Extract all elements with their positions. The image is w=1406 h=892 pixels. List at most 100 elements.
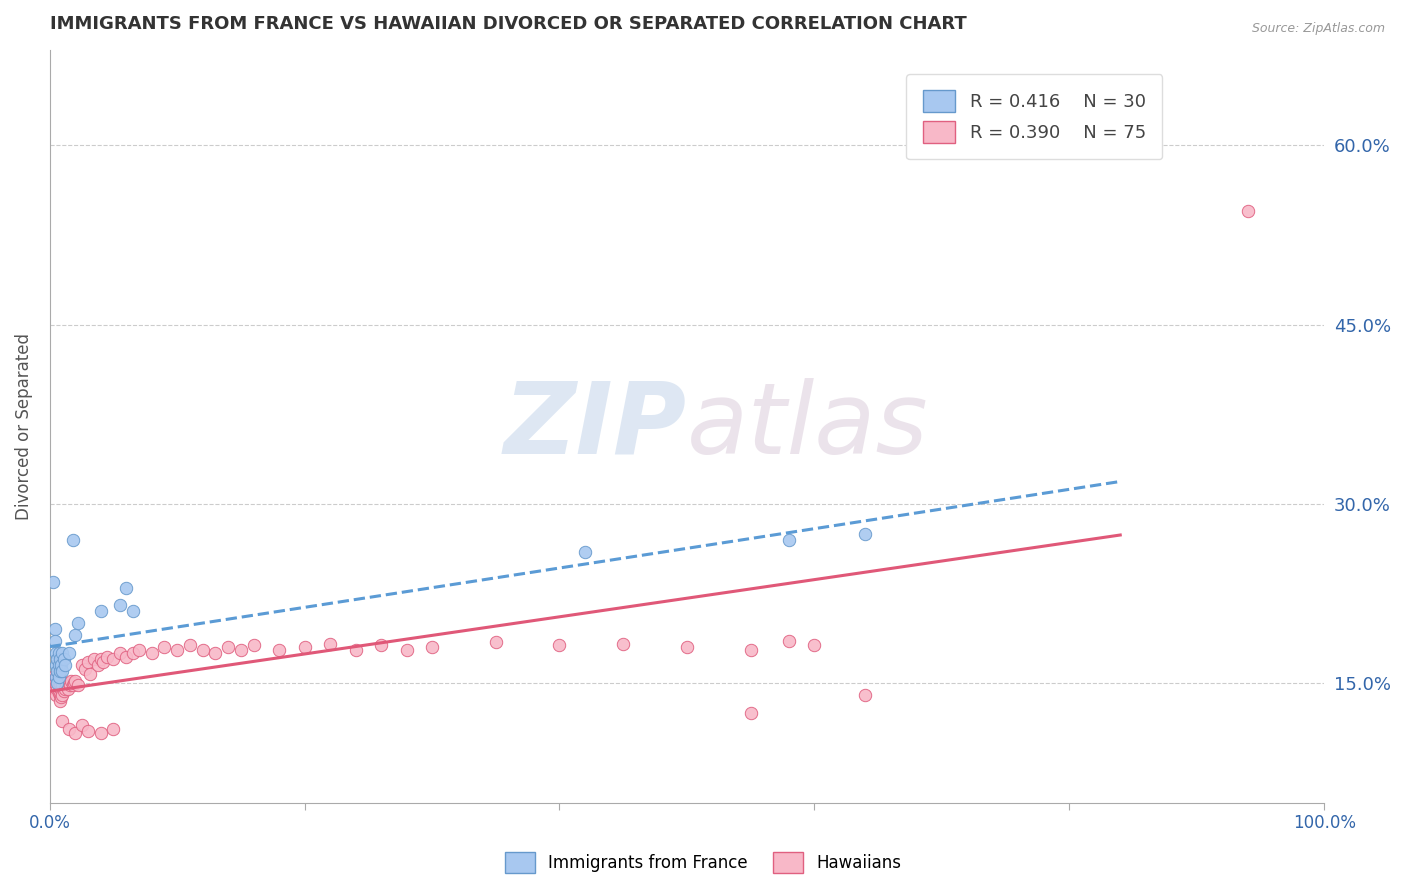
Point [51,646,73,660]
Point [803,638,825,652]
Point [55,676,77,690]
Point [370,638,392,652]
Legend: Immigrants from France, Hawaiians: Immigrants from France, Hawaiians [498,846,908,880]
Point [48,670,70,684]
Text: ZIP: ZIP [503,377,688,475]
Point [52,652,75,666]
Point [45,658,67,673]
Point [42,670,65,684]
Text: IMMIGRANTS FROM FRANCE VS HAWAIIAN DIVORCED OR SEPARATED CORRELATION CHART: IMMIGRANTS FROM FRANCE VS HAWAIIAN DIVOR… [49,15,966,33]
Legend: R = 0.416    N = 30, R = 0.390    N = 75: R = 0.416 N = 30, R = 0.390 N = 75 [907,74,1163,160]
Point [63,628,86,642]
Point [103,652,125,666]
Point [62,533,84,547]
Point [242,638,264,652]
Point [63,676,86,690]
Point [96,649,118,664]
Point [49,658,72,673]
Point [740,706,762,720]
Point [485,635,508,649]
Point [45,688,67,702]
Point [191,642,214,657]
Point [90,652,112,666]
Y-axis label: Divorced or Separated: Divorced or Separated [15,333,32,520]
Point [62,678,84,692]
Point [63,673,86,688]
Point [294,640,316,655]
Point [49,652,72,666]
Point [77,655,100,669]
Point [77,723,100,738]
Point [46,682,69,697]
Point [319,637,342,651]
Point [574,544,596,558]
Point [612,637,634,651]
Point [44,676,66,690]
Point [420,640,443,655]
Point [63,726,86,740]
Point [58,722,80,736]
Point [46,673,69,688]
Point [70,718,93,732]
Point [48,658,70,673]
Point [45,670,67,684]
Point [70,658,93,673]
Point [51,714,73,729]
Point [53,658,76,673]
Point [44,623,66,637]
Point [59,678,82,692]
Point [128,642,150,657]
Text: atlas: atlas [688,377,928,475]
Point [51,678,73,692]
Point [121,646,143,660]
Point [108,599,131,613]
Point [45,670,67,684]
Point [153,640,176,655]
Point [141,646,163,660]
Point [58,646,80,660]
Point [75,662,97,676]
Point [344,642,367,657]
Point [121,604,143,618]
Point [66,678,89,692]
Point [229,642,252,657]
Point [49,678,72,692]
Point [49,682,72,697]
Point [53,682,76,697]
Point [267,642,290,657]
Point [48,686,70,700]
Point [676,640,699,655]
Point [778,533,800,547]
Point [45,678,67,692]
Point [49,690,72,705]
Point [46,652,69,666]
Point [740,642,762,657]
Point [90,726,112,740]
Point [49,688,72,702]
Point [60,673,83,688]
Point [548,638,571,652]
Point [58,676,80,690]
Point [217,640,239,655]
Point [66,616,89,631]
Point [46,676,69,690]
Point [48,646,70,660]
Point [91,655,114,669]
Point [853,688,876,702]
Point [395,642,418,657]
Point [44,682,66,697]
Point [48,676,70,690]
Point [79,666,101,681]
Point [108,646,131,660]
Point [115,581,138,595]
Point [51,664,73,678]
Point [204,646,226,660]
Point [49,694,72,708]
Point [179,638,201,652]
Point [56,682,79,697]
Point [44,634,66,648]
Text: Source: ZipAtlas.com: Source: ZipAtlas.com [1251,22,1385,36]
Point [52,684,75,698]
Point [115,649,138,664]
Point [103,722,125,736]
